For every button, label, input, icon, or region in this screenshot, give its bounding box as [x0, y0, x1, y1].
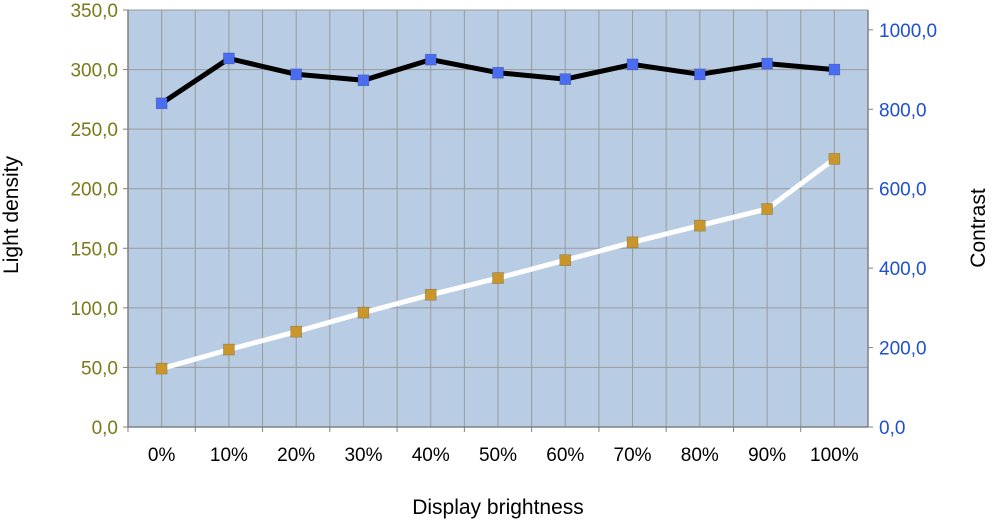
series-1 [155, 153, 841, 375]
x-tick-label: 60% [546, 445, 584, 466]
left-tick-label: 250,0 [70, 120, 118, 141]
left-axis-title: Light density [0, 156, 23, 274]
right-axis-ticks: 0,0 200,0 400,0 600,0 800,0 1000,0 [868, 21, 937, 439]
left-tick-label: 200,0 [70, 180, 118, 201]
series-layer [155, 52, 841, 375]
left-tick-label: 350,0 [70, 1, 118, 22]
data-point [828, 153, 841, 165]
x-axis-title: Display brightness [412, 496, 584, 519]
data-point [694, 68, 706, 81]
right-tick-label: 1000,0 [879, 21, 937, 42]
left-tick-label: 50,0 [81, 358, 118, 379]
data-point [559, 73, 572, 85]
data-point [223, 343, 235, 356]
data-point [559, 254, 572, 266]
data-point [694, 219, 706, 232]
right-tick-label: 600,0 [879, 180, 927, 201]
data-point [357, 306, 370, 319]
data-point [424, 288, 437, 301]
data-point [424, 53, 437, 66]
data-point [626, 58, 639, 71]
data-point [492, 66, 504, 79]
data-point [761, 57, 773, 70]
left-tick-label: 300,0 [70, 61, 118, 82]
x-tick-label: 30% [344, 445, 382, 466]
x-tick-label: 40% [412, 445, 450, 466]
right-tick-label: 400,0 [879, 259, 927, 280]
x-tick-label: 100% [810, 445, 859, 466]
x-axis-ticks: 0% 10% 20% 30% 40% 50% 60% 70% 80% 90% 100% [127, 427, 859, 466]
left-tick-label: 0,0 [92, 418, 118, 439]
data-point [626, 236, 639, 249]
data-point [357, 74, 370, 87]
data-point [828, 63, 841, 76]
x-tick-label: 70% [614, 445, 652, 466]
data-point [290, 325, 302, 338]
x-tick-label: 0% [148, 445, 176, 466]
left-tick-label: 150,0 [70, 239, 118, 260]
data-point [155, 362, 168, 375]
data-point [155, 97, 168, 110]
data-point [223, 52, 235, 65]
series-2 [155, 52, 841, 110]
left-axis-ticks: 0,0 50,0 100,0 150,0 200,0 250,0 300,0 350,0 [70, 1, 128, 439]
data-point [761, 203, 773, 215]
x-tick-label: 50% [479, 445, 517, 466]
axes [127, 10, 869, 428]
right-axis-title: Contrast [967, 188, 990, 268]
right-tick-label: 800,0 [879, 100, 927, 121]
left-tick-label: 100,0 [70, 299, 118, 320]
x-tick-label: 90% [748, 445, 786, 466]
right-tick-label: 200,0 [879, 339, 927, 360]
right-tick-label: 0,0 [879, 418, 905, 439]
x-tick-label: 20% [277, 445, 315, 466]
data-point [492, 272, 504, 284]
data-point [290, 68, 302, 81]
x-tick-label: 10% [210, 445, 248, 466]
x-tick-label: 80% [681, 445, 719, 466]
